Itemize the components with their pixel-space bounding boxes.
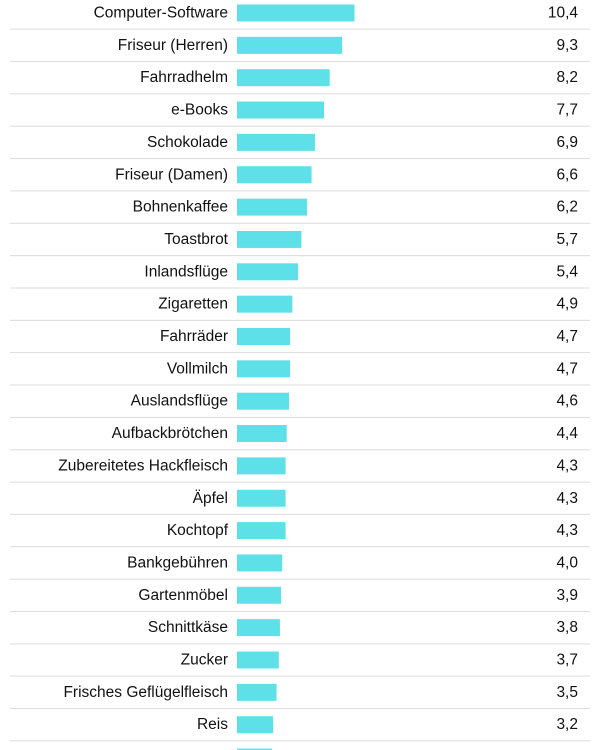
value-label: 4,9 [556, 296, 578, 313]
bar [237, 360, 291, 378]
bar [237, 295, 293, 313]
value-label: 4,7 [556, 328, 578, 345]
category-label: Fahrradhelm [140, 69, 228, 86]
bar [237, 425, 287, 443]
value-label: 5,4 [556, 263, 578, 280]
category-label: Fahrräder [160, 328, 228, 345]
category-label: Zubereitetes Hackfleisch [58, 457, 228, 474]
bar [237, 619, 280, 637]
bar [237, 392, 289, 410]
category-label: Toastbrot [164, 231, 228, 248]
category-label: Reis [197, 716, 228, 733]
category-label: Schokolade [147, 134, 228, 151]
bar [237, 328, 291, 345]
category-label: Aufbackbrötchen [112, 425, 228, 442]
bar [237, 101, 325, 119]
bar [237, 489, 286, 507]
category-label: Zigaretten [158, 296, 228, 313]
value-label: 10,4 [548, 5, 579, 22]
value-label: 4,0 [556, 554, 578, 571]
bar [237, 457, 286, 475]
value-label: 6,2 [556, 199, 578, 216]
category-label: Bankgebühren [127, 554, 228, 571]
bar [237, 36, 343, 54]
bars [237, 4, 355, 750]
value-label: 3,7 [556, 652, 578, 669]
bar [237, 683, 277, 701]
bar [237, 198, 308, 216]
value-label: 5,7 [556, 231, 578, 248]
category-label: Pflanzen/Blumen [111, 749, 228, 750]
category-label: e-Books [171, 102, 228, 119]
category-label: Computer-Software [94, 5, 228, 22]
value-label: 6,9 [556, 134, 578, 151]
category-label: Gartenmöbel [138, 587, 228, 604]
category-label: Auslandsflüge [131, 393, 228, 410]
value-label: 6,6 [556, 166, 578, 183]
bar [237, 522, 286, 540]
value-label: 7,7 [556, 102, 578, 119]
bar [237, 554, 283, 572]
category-label: Frisches Geflügelfleisch [63, 684, 228, 701]
value-label: 3,5 [556, 684, 578, 701]
category-label: Friseur (Herren) [118, 37, 228, 54]
bar [237, 230, 302, 248]
bar [237, 716, 274, 734]
bar [237, 166, 312, 184]
value-label: 8,2 [556, 69, 578, 86]
value-label: 4,3 [556, 457, 578, 474]
value-label: 9,3 [556, 37, 578, 54]
value-label: 3,8 [556, 619, 578, 636]
bar [237, 263, 299, 281]
category-labels: Computer-Software Friseur (Herren) Fahrrad… [58, 5, 228, 750]
gridlines [10, 28, 590, 742]
category-label: Kochtopf [167, 522, 229, 539]
value-label: 4,6 [556, 393, 578, 410]
value-label: 4,7 [556, 360, 578, 377]
bar [237, 69, 330, 87]
bar [237, 586, 282, 604]
value-label: 3,2 [556, 716, 578, 733]
bar [237, 748, 273, 750]
category-label: Äpfel [193, 490, 228, 507]
value-label: 3,1 [556, 749, 578, 750]
category-label: Inlandsflüge [144, 263, 228, 280]
value-labels: 10,4 9,3 8,2 7,7 6,9 6,6 6,2 5,7 5,4 4,9 4,7 4,7 4,6… [548, 5, 579, 750]
category-label: Schnittkäse [148, 619, 228, 636]
value-label: 4,3 [556, 522, 578, 539]
value-label: 3,9 [556, 587, 578, 604]
category-label: Zucker [181, 652, 228, 669]
category-label: Vollmilch [167, 360, 228, 377]
value-label: 4,4 [556, 425, 578, 442]
value-label: 4,3 [556, 490, 578, 507]
bar [237, 4, 355, 22]
bar [237, 651, 279, 669]
category-label: Bohnenkaffee [133, 199, 228, 216]
category-label: Friseur (Damen) [115, 166, 228, 183]
bar [237, 133, 315, 151]
